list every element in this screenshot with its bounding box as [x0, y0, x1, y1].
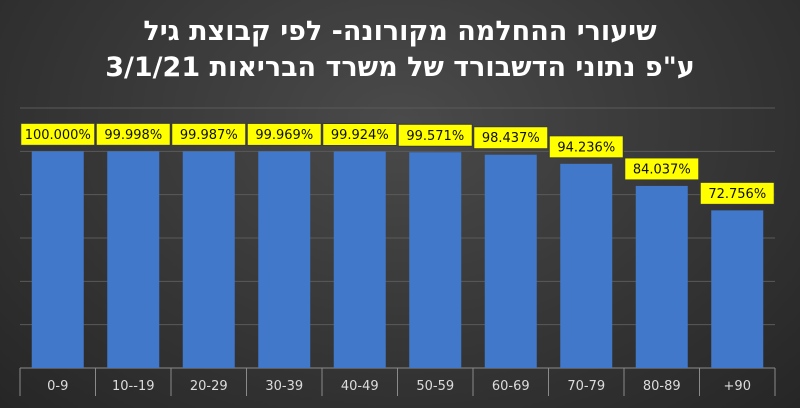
- x-tick-label: 50-59: [416, 379, 454, 394]
- data-label: 99.969%: [255, 128, 313, 143]
- x-tick-label: 30-39: [265, 379, 303, 394]
- x-tick-label: 80-89: [643, 379, 681, 394]
- data-label: 99.998%: [104, 128, 162, 143]
- bar-70-79: [560, 163, 613, 368]
- bar-40-49: [333, 151, 386, 368]
- data-labels-group: 100.000% 99.998% 99.987% 99.969% 99.924% 99.5…: [20, 122, 775, 205]
- data-label-box: [473, 126, 549, 150]
- data-label-box: [699, 181, 775, 205]
- chart-title-line-1: שיעורי ההחלמה מקורונה- לפי קבוצת גיל: [143, 16, 657, 47]
- data-label-box: [548, 135, 624, 159]
- data-label-box: [397, 123, 473, 147]
- bar-50-59: [409, 152, 462, 368]
- data-label: 99.571%: [406, 129, 464, 144]
- bar-10--19: [107, 151, 160, 368]
- data-label: 99.924%: [331, 128, 389, 143]
- x-tick-label: 10--19: [112, 379, 154, 394]
- data-label: 100.000%: [25, 128, 91, 143]
- x-tick-label: 60-69: [492, 379, 530, 394]
- data-label-box: [624, 157, 700, 181]
- data-label-box: [322, 122, 398, 146]
- data-label: 94.236%: [557, 140, 615, 155]
- data-label: 84.037%: [633, 162, 691, 177]
- bar-30-39: [258, 151, 311, 368]
- chart-title-line-2: ע"פ נתוני הדשבורד של משרד הבריאות 3/1/21: [105, 52, 695, 83]
- x-tick-label: 0-9: [47, 379, 68, 394]
- data-label: 99.987%: [180, 128, 238, 143]
- data-label-box: [20, 122, 96, 146]
- data-label: 98.437%: [482, 131, 540, 146]
- bar-0-9: [31, 151, 84, 368]
- bar-20-29: [182, 151, 235, 368]
- x-tick-label: 70-79: [567, 379, 605, 394]
- x-tick-labels-group: 0-9 10--19 20-29 30-39 40-49 50-59 60-69 70-79 8…: [47, 379, 751, 394]
- x-tick-label: +90: [724, 379, 751, 394]
- data-label-box: [95, 122, 171, 146]
- x-tick-label: 40-49: [341, 379, 379, 394]
- x-tick-label: 20-29: [190, 379, 228, 394]
- data-label: 72.756%: [708, 187, 766, 202]
- data-label-box: [171, 122, 247, 146]
- bar-80-89: [635, 185, 688, 368]
- bar-60-69: [484, 154, 537, 368]
- bars-group: [31, 151, 764, 368]
- data-label-box: [246, 122, 322, 146]
- bar-+90: [711, 210, 764, 368]
